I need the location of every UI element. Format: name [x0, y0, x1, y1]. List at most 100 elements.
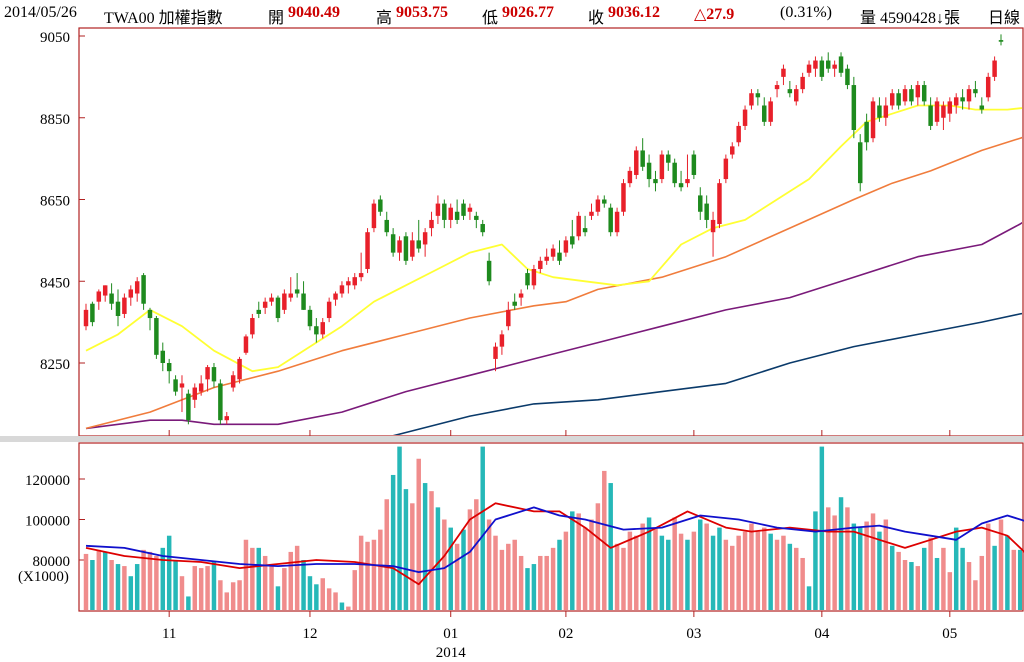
- volume-bar: [173, 560, 178, 610]
- volume-bar: [198, 568, 204, 610]
- candle-body: [550, 248, 556, 257]
- volume-bar: [864, 521, 869, 610]
- candle-body: [211, 367, 217, 382]
- volume-bar: [256, 547, 262, 610]
- volume-bar: [102, 551, 108, 610]
- candle-body: [499, 334, 505, 347]
- candle-body: [429, 219, 434, 229]
- candle-body: [627, 170, 633, 184]
- volume-bar: [640, 523, 645, 610]
- candle-body: [448, 207, 453, 220]
- volume-bar: [352, 570, 357, 610]
- volume-bar: [1005, 535, 1010, 610]
- volume-bar: [921, 547, 927, 610]
- volume-bar: [154, 555, 159, 610]
- candle-body: [889, 93, 895, 106]
- volume-bar: [499, 549, 505, 610]
- candle-body: [435, 203, 441, 216]
- candle-body: [730, 146, 735, 155]
- volume-bar: [320, 578, 325, 610]
- low-value: 9026.77: [502, 4, 554, 21]
- candle-body: [390, 234, 396, 253]
- volume-bar: [512, 539, 517, 610]
- volume-bar: [186, 596, 191, 610]
- candlestick-series: [83, 34, 1004, 425]
- volume-bar: [685, 539, 690, 610]
- volume-bar: [358, 535, 364, 610]
- volume-bar: [896, 551, 901, 610]
- candle-body: [256, 309, 262, 314]
- candle-body: [243, 336, 249, 353]
- volume-bar: [666, 539, 671, 610]
- candle-body: [563, 240, 569, 253]
- candle-body: [262, 301, 268, 308]
- volume-bar: [992, 545, 997, 610]
- volume-bar: [672, 517, 677, 610]
- candle-body: [474, 215, 479, 220]
- volume-bar: [851, 523, 857, 610]
- change-value: △27.9: [694, 6, 735, 23]
- candle-body: [864, 121, 869, 143]
- candle-body: [198, 383, 204, 392]
- candle-body: [909, 89, 914, 102]
- candle-body: [806, 64, 812, 73]
- volume-bar: [544, 555, 549, 610]
- volume-bar: [218, 580, 223, 610]
- volume-bar: [570, 511, 575, 610]
- candle-body: [518, 293, 524, 298]
- candle-body: [160, 350, 166, 363]
- volume-tick-label: 120000: [25, 473, 70, 489]
- volume-bar: [83, 553, 89, 610]
- candle-body: [589, 211, 594, 216]
- candle-body: [147, 309, 153, 319]
- candle-body: [486, 260, 492, 282]
- candle-body: [998, 40, 1004, 42]
- volume-bar: [704, 523, 709, 610]
- volume-bar: [128, 576, 134, 610]
- close-label: 收: [588, 10, 605, 27]
- candle-body: [819, 60, 825, 77]
- candle-body: [985, 76, 991, 98]
- candle-body: [467, 207, 473, 212]
- volume-average-lines: [85, 502, 1024, 586]
- volume-bar: [698, 519, 703, 610]
- candle-body: [678, 183, 684, 188]
- candle-body: [218, 383, 223, 421]
- volume-bar: [832, 515, 837, 610]
- volume-bar: [870, 513, 876, 610]
- candle-body: [314, 326, 319, 335]
- volume-bar: [474, 499, 479, 610]
- volume-bar: [211, 562, 217, 610]
- candle-body: [422, 232, 428, 245]
- volume-bar: [659, 535, 665, 610]
- candle-body: [128, 289, 134, 298]
- candle-body: [352, 277, 357, 286]
- volume-bar: [589, 519, 594, 610]
- volume-bar: [314, 584, 319, 610]
- candle-body: [506, 309, 511, 327]
- candle-body: [301, 293, 306, 310]
- price-tick-label: 8850: [40, 112, 70, 128]
- candle-body: [941, 105, 946, 118]
- volume-bar: [653, 527, 658, 610]
- volume-bar: [294, 545, 300, 610]
- volume-bar: [678, 533, 684, 610]
- candle-body: [659, 154, 665, 180]
- high-label: 高: [376, 10, 393, 27]
- candle-body: [742, 109, 748, 126]
- volume-bar: [454, 543, 460, 610]
- candle-body: [717, 183, 722, 225]
- candle-body: [992, 60, 997, 77]
- volume-bar: [838, 497, 844, 610]
- volume-bar: [742, 531, 748, 610]
- volume-value: 量 4590428↓張: [860, 10, 961, 27]
- volume-bar: [877, 531, 882, 610]
- volume-bar: [378, 529, 383, 610]
- candle-body: [953, 97, 959, 106]
- candle-body: [557, 252, 562, 261]
- candle-body: [570, 236, 575, 245]
- candle-body: [333, 293, 338, 300]
- volume-bar: [902, 560, 908, 610]
- volume-bar: [326, 588, 332, 610]
